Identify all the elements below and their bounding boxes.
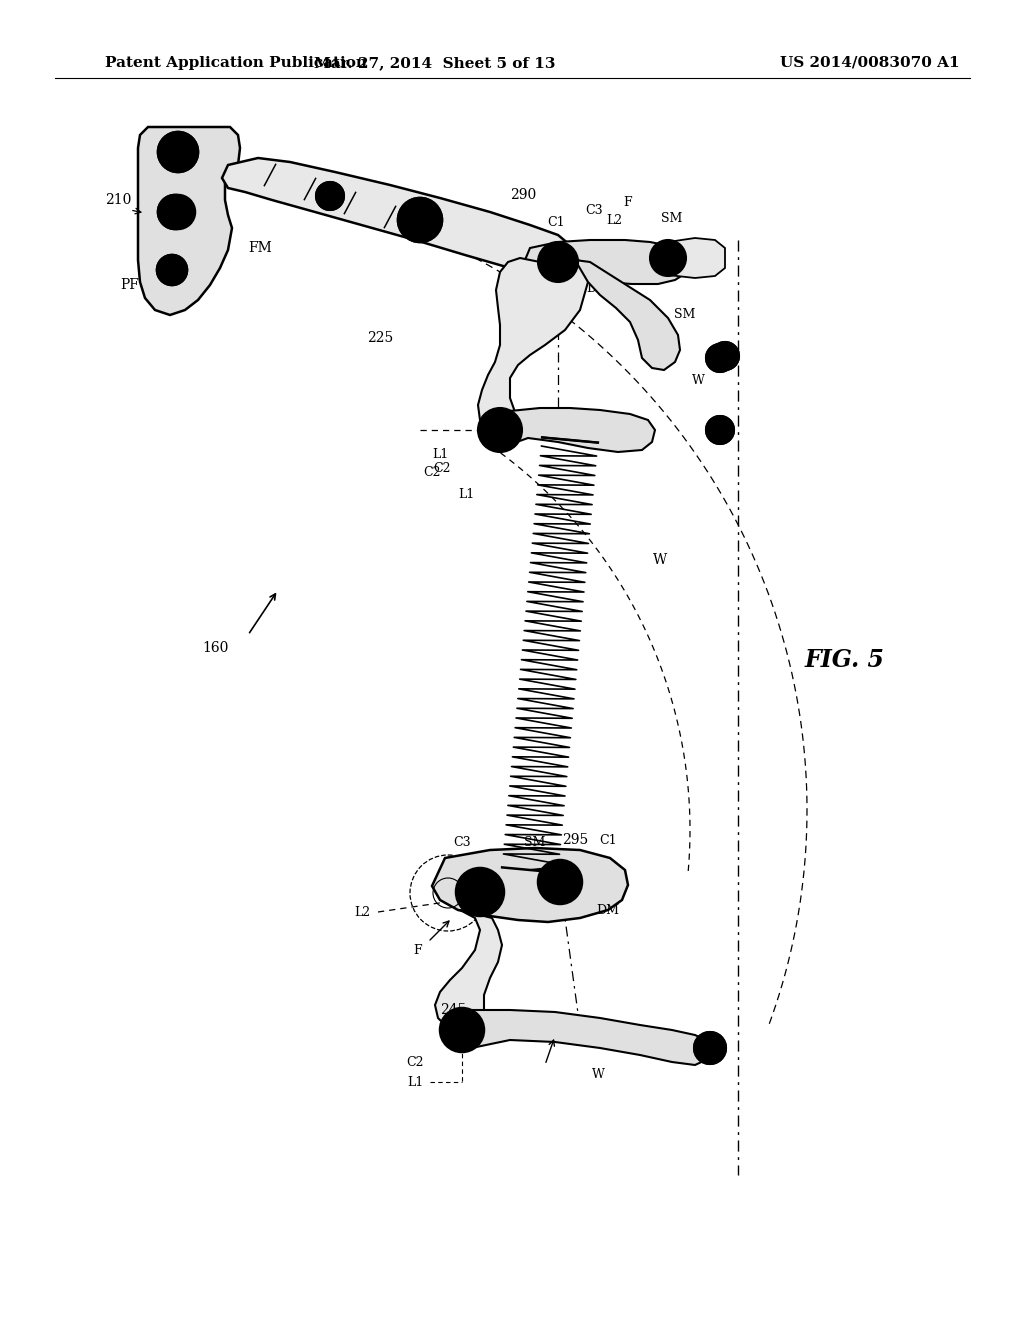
Text: 210: 210 <box>104 193 131 207</box>
Circle shape <box>650 240 686 276</box>
Circle shape <box>555 876 565 887</box>
Circle shape <box>465 876 495 907</box>
Text: FM: FM <box>248 242 271 255</box>
Circle shape <box>706 416 734 444</box>
Text: F: F <box>624 195 632 209</box>
Circle shape <box>172 206 184 218</box>
Polygon shape <box>525 240 688 284</box>
Text: 160: 160 <box>202 642 228 655</box>
Text: C2: C2 <box>407 1056 424 1068</box>
Text: Patent Application Publication: Patent Application Publication <box>105 55 367 70</box>
Polygon shape <box>435 909 502 1030</box>
Text: DM: DM <box>597 903 620 916</box>
Text: 225: 225 <box>367 331 393 345</box>
Polygon shape <box>138 127 240 315</box>
Text: 245: 245 <box>440 1003 466 1016</box>
Text: 290: 290 <box>510 187 537 202</box>
Circle shape <box>161 195 195 228</box>
Circle shape <box>158 132 198 172</box>
Text: Mar. 27, 2014  Sheet 5 of 13: Mar. 27, 2014 Sheet 5 of 13 <box>314 55 556 70</box>
Text: 295: 295 <box>562 833 588 847</box>
Circle shape <box>456 869 504 916</box>
Text: W: W <box>592 1068 604 1081</box>
Circle shape <box>457 1026 467 1035</box>
Circle shape <box>478 408 522 451</box>
Circle shape <box>440 1008 484 1052</box>
Text: DM: DM <box>586 281 609 294</box>
Polygon shape <box>432 847 628 921</box>
Circle shape <box>706 345 734 372</box>
Circle shape <box>546 249 570 275</box>
Circle shape <box>316 182 344 210</box>
Circle shape <box>449 1016 476 1044</box>
Polygon shape <box>575 260 680 370</box>
Circle shape <box>546 869 574 896</box>
Text: L1: L1 <box>407 1076 423 1089</box>
Polygon shape <box>500 408 655 451</box>
Text: C1: C1 <box>547 215 565 228</box>
Text: L1: L1 <box>432 449 449 462</box>
Text: US 2014/0083070 A1: US 2014/0083070 A1 <box>780 55 959 70</box>
Circle shape <box>486 416 514 444</box>
Text: SM: SM <box>662 211 683 224</box>
Polygon shape <box>222 158 570 272</box>
Text: PF: PF <box>121 279 139 292</box>
Circle shape <box>538 242 578 282</box>
Text: FIG. 5: FIG. 5 <box>805 648 885 672</box>
Text: W: W <box>653 553 667 568</box>
Circle shape <box>495 425 505 436</box>
Text: C2: C2 <box>433 462 451 474</box>
Circle shape <box>664 253 672 261</box>
Text: L2: L2 <box>354 906 370 919</box>
Text: F: F <box>414 944 422 957</box>
Text: L1: L1 <box>458 488 474 502</box>
Text: C2: C2 <box>423 466 440 479</box>
Text: W: W <box>691 374 705 387</box>
Text: C1: C1 <box>599 833 616 846</box>
Circle shape <box>538 861 582 904</box>
Polygon shape <box>478 256 588 436</box>
Circle shape <box>157 255 187 285</box>
Circle shape <box>711 342 739 370</box>
Polygon shape <box>462 1010 710 1065</box>
Text: SM: SM <box>524 836 546 849</box>
Circle shape <box>158 195 193 228</box>
Circle shape <box>657 247 679 269</box>
Text: L2: L2 <box>606 214 622 227</box>
Text: SM: SM <box>675 309 695 322</box>
Text: C3: C3 <box>454 836 471 849</box>
Circle shape <box>398 198 442 242</box>
Circle shape <box>694 1032 726 1064</box>
Circle shape <box>554 257 562 267</box>
Polygon shape <box>668 238 725 279</box>
Circle shape <box>475 887 485 898</box>
Text: C3: C3 <box>585 203 603 216</box>
